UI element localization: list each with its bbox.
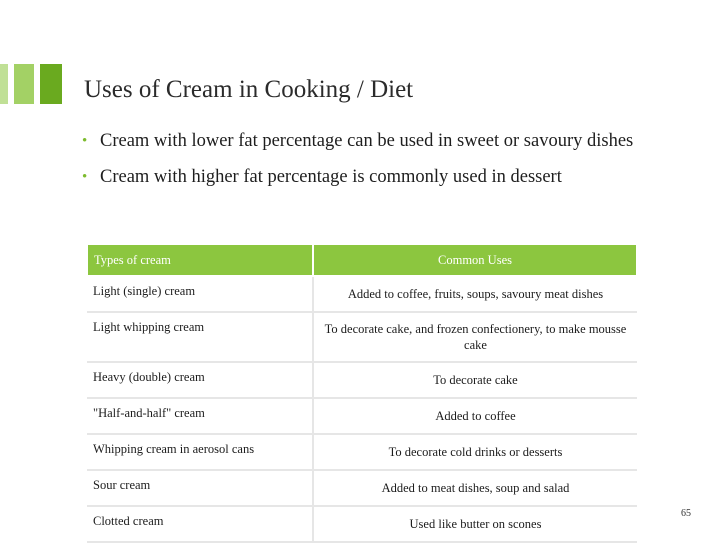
table-header-row: Types of cream Common Uses (86, 243, 638, 277)
table-row: Light whipping cream To decorate cake, a… (87, 312, 637, 363)
table-row: "Half-and-half" cream Added to coffee (87, 398, 637, 435)
cream-use-cell: Added to meat dishes, soup and salad (312, 470, 637, 507)
bullet-text: Cream with lower fat percentage can be u… (100, 131, 634, 151)
cream-use-cell: To decorate cake (312, 362, 637, 399)
bullet-item: • Cream with lower fat percentage can be… (82, 130, 642, 152)
cream-type-cell: Clotted cream (87, 506, 313, 543)
table-row: Clotted cream Used like butter on scones (87, 506, 637, 543)
cream-type-cell: Light whipping cream (87, 312, 313, 363)
accent-bar-3 (40, 64, 62, 104)
cream-type-cell: Whipping cream in aerosol cans (87, 434, 313, 471)
cream-use-cell: Used like butter on scones (312, 506, 637, 543)
header-types-of-cream: Types of cream (86, 243, 314, 277)
cream-uses-table: Types of cream Common Uses Light (single… (86, 243, 638, 543)
table-row: Sour cream Added to meat dishes, soup an… (87, 470, 637, 507)
cream-use-cell: To decorate cake, and frozen confectione… (312, 312, 637, 363)
bullet-text: Cream with higher fat percentage is comm… (100, 167, 562, 187)
slide-title: Uses of Cream in Cooking / Diet (84, 76, 414, 103)
cream-type-cell: Light (single) cream (87, 276, 313, 313)
table-row: Light (single) cream Added to coffee, fr… (87, 276, 637, 313)
bullet-list: • Cream with lower fat percentage can be… (82, 130, 642, 202)
cream-type-cell: Sour cream (87, 470, 313, 507)
bullet-icon: • (82, 169, 88, 185)
table-row: Heavy (double) cream To decorate cake (87, 362, 637, 399)
cream-type-cell: Heavy (double) cream (87, 362, 313, 399)
cream-use-cell: Added to coffee, fruits, soups, savoury … (312, 276, 637, 313)
cream-use-cell: To decorate cold drinks or desserts (312, 434, 637, 471)
bullet-item: • Cream with higher fat percentage is co… (82, 166, 642, 188)
cream-type-cell: "Half-and-half" cream (87, 398, 313, 435)
page-number: 65 (681, 508, 691, 519)
header-common-uses: Common Uses (312, 243, 638, 277)
cream-use-cell: Added to coffee (312, 398, 637, 435)
accent-bar-1 (0, 64, 8, 104)
accent-bar-2 (14, 64, 34, 104)
table-row: Whipping cream in aerosol cans To decora… (87, 434, 637, 471)
bullet-icon: • (82, 133, 88, 149)
